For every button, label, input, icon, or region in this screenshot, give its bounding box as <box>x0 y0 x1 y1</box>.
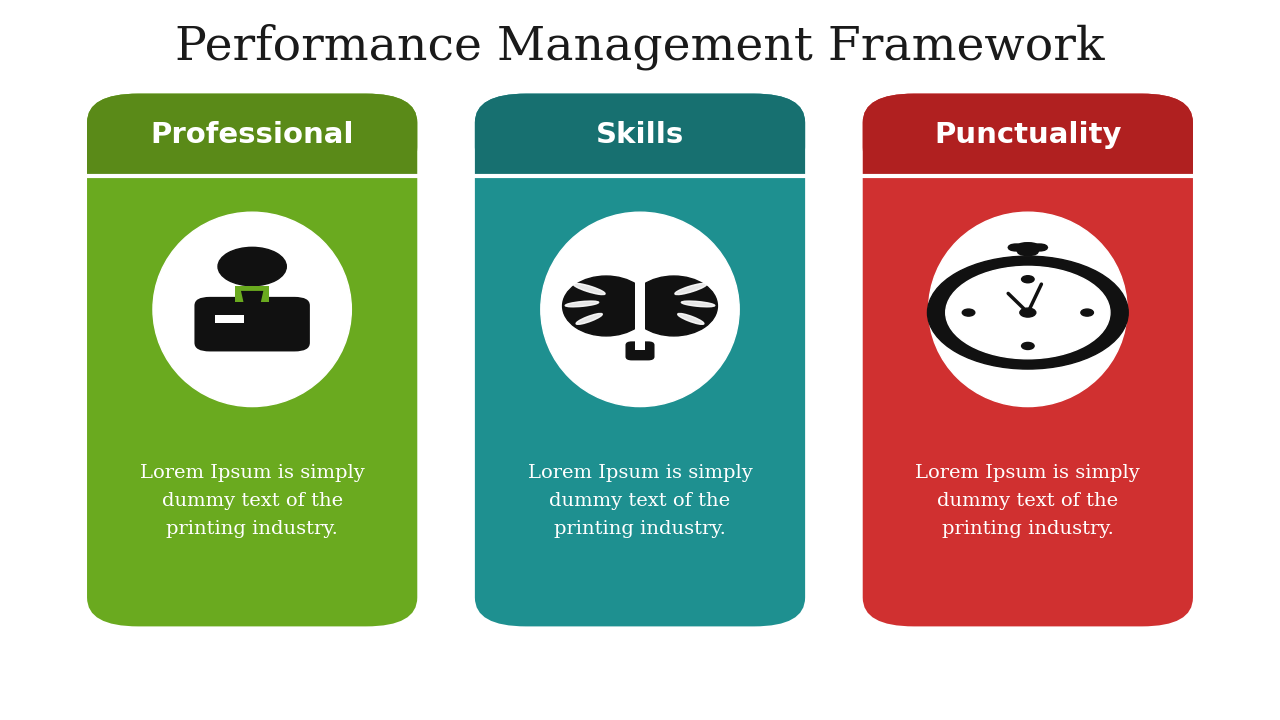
Ellipse shape <box>573 284 605 294</box>
FancyBboxPatch shape <box>1016 242 1039 256</box>
FancyBboxPatch shape <box>87 94 417 176</box>
FancyBboxPatch shape <box>87 94 417 626</box>
FancyBboxPatch shape <box>87 131 417 176</box>
FancyBboxPatch shape <box>1007 243 1048 252</box>
Ellipse shape <box>677 313 704 324</box>
Circle shape <box>1020 308 1036 317</box>
FancyBboxPatch shape <box>635 269 645 350</box>
Ellipse shape <box>540 212 740 407</box>
FancyBboxPatch shape <box>475 131 805 176</box>
Circle shape <box>1080 309 1093 316</box>
FancyBboxPatch shape <box>475 94 805 626</box>
Ellipse shape <box>681 301 714 307</box>
Text: Skills: Skills <box>596 121 684 149</box>
Circle shape <box>963 309 975 316</box>
Ellipse shape <box>566 301 599 307</box>
FancyBboxPatch shape <box>195 297 310 351</box>
Text: Lorem Ipsum is simply
dummy text of the
printing industry.: Lorem Ipsum is simply dummy text of the … <box>527 464 753 538</box>
FancyBboxPatch shape <box>215 315 244 323</box>
Polygon shape <box>241 291 264 320</box>
FancyBboxPatch shape <box>863 94 1193 626</box>
Ellipse shape <box>630 276 717 336</box>
FancyBboxPatch shape <box>626 341 654 361</box>
Ellipse shape <box>576 313 603 324</box>
Text: Lorem Ipsum is simply
dummy text of the
printing industry.: Lorem Ipsum is simply dummy text of the … <box>915 464 1140 538</box>
Text: Performance Management Framework: Performance Management Framework <box>175 24 1105 70</box>
Circle shape <box>928 256 1128 369</box>
FancyBboxPatch shape <box>863 94 1193 176</box>
FancyBboxPatch shape <box>475 94 805 176</box>
Text: Professional: Professional <box>151 121 353 149</box>
Circle shape <box>1021 276 1034 283</box>
Ellipse shape <box>929 212 1128 407</box>
FancyBboxPatch shape <box>863 131 1193 176</box>
Text: Punctuality: Punctuality <box>934 121 1121 149</box>
Ellipse shape <box>154 212 352 407</box>
Circle shape <box>218 248 287 286</box>
Ellipse shape <box>563 276 650 336</box>
FancyBboxPatch shape <box>236 286 269 302</box>
Text: Lorem Ipsum is simply
dummy text of the
printing industry.: Lorem Ipsum is simply dummy text of the … <box>140 464 365 538</box>
Circle shape <box>946 266 1110 359</box>
Circle shape <box>1021 343 1034 349</box>
Ellipse shape <box>675 284 707 294</box>
